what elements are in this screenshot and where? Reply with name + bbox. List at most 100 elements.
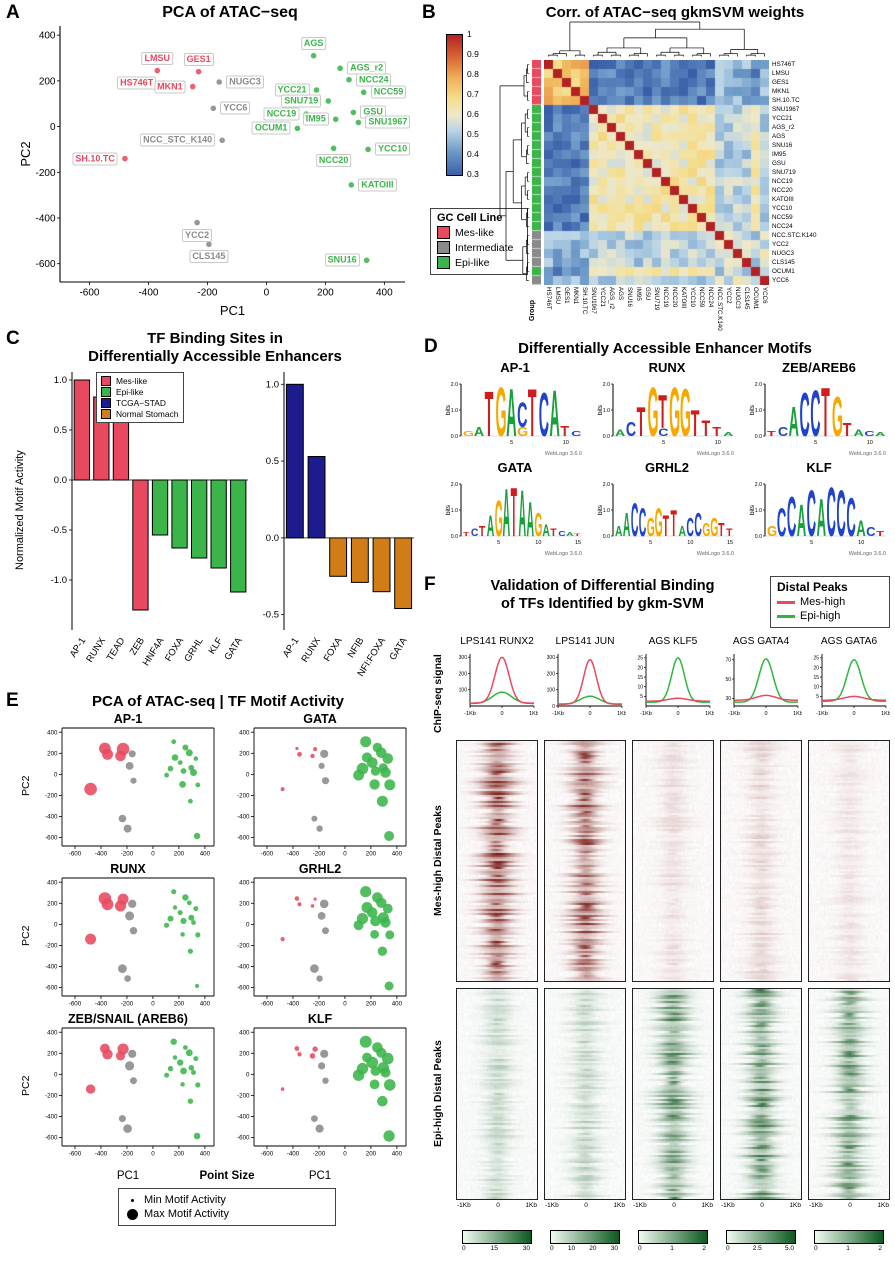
pca-label-GES1: GES1: [183, 52, 214, 66]
pca-point-LMSU: [154, 67, 161, 74]
svg-text:100: 100: [459, 688, 468, 694]
subplot-plot-area: -600 -400 -200 0 200 400 -600 -400 -200 0 200 400: [228, 875, 412, 1014]
svg-text:-600: -600: [69, 1151, 82, 1158]
svg-text:-400: -400: [237, 1114, 250, 1121]
svg-text:0: 0: [552, 704, 555, 710]
panel-label-e: E: [6, 690, 19, 711]
pca-point-MKN1: [310, 753, 315, 759]
epi-signal-curve: [558, 695, 622, 706]
pca-point-YCC2: [311, 815, 318, 822]
motif-logo-GATA: GATA 0.0 1.0 2.0 bits T C T A G A T A A G A T C A T 5 10 15 Web…: [444, 460, 586, 560]
pca-label-MKN1: MKN1: [154, 80, 186, 94]
svg-text:200: 200: [239, 750, 250, 757]
heatmap-row-labels: HS746T LMSU GES1 MKN1 SH.10.TC SNU1967 YCC21 AG…: [772, 60, 816, 285]
svg-text:-200: -200: [313, 1151, 326, 1158]
pca-point-KATOIII: [377, 1095, 388, 1107]
svg-text:400: 400: [47, 729, 58, 736]
svg-text:5: 5: [662, 440, 665, 446]
x-tick: 1Kb: [701, 1202, 713, 1209]
pca-point-SNU16: [383, 1130, 395, 1142]
pca-label-NCC_STC_K140: NCC_STC_K140: [140, 133, 216, 147]
svg-text:1Kb: 1Kb: [617, 711, 626, 717]
mes-high-heatmap: [720, 740, 802, 982]
min-motif-activity-dot: [130, 1198, 134, 1202]
subplot-plot-area: -600 -400 -200 0 200 400 -600 -400 -200 0 200 400: [36, 1025, 220, 1164]
logo-letter-G: G: [463, 430, 474, 438]
pca-point-HS746T: [297, 1052, 302, 1057]
svg-text:20: 20: [637, 665, 643, 671]
pca-point-OCUM1: [164, 772, 170, 778]
pca-point-NCC_STC_K140: [322, 1077, 329, 1084]
logo-letter-A: A: [566, 531, 574, 538]
chip-column-header: LPS141 RUNX2: [460, 636, 534, 647]
subplot-title: RUNX: [110, 862, 146, 876]
motif-activity-bar-chart-tcga: 1.0 0.5 0.0 -0.5 AP-1 RUNX FOXA NFIB NFI:FOXA GAT…: [254, 368, 418, 682]
svg-text:0: 0: [246, 922, 250, 929]
svg-text:PC1: PC1: [220, 303, 245, 318]
heatmap-col-label: AGS_r2: [608, 287, 615, 310]
legend-item-label: Intermediate: [455, 241, 514, 254]
svg-text:1Kb: 1Kb: [529, 711, 538, 717]
pca-point-CLS145: [124, 975, 131, 982]
chip-profile-plot: 100 200 300 -1Kb 0 1Kb: [459, 654, 538, 717]
pca-point-YCC21: [172, 1055, 178, 1060]
pca-point-SNU1967: [190, 769, 197, 776]
pca-point-CLS145: [316, 825, 323, 832]
pca-point-GSU: [188, 1065, 195, 1071]
motif-pca-subplot-GRHL2: GRHL2 -600 -400 -200 0 200 400 -600 -400 -200 0 200…: [228, 862, 412, 1014]
pca-point-SH.10.TC: [280, 787, 285, 792]
pca-label-NCC20: NCC20: [315, 154, 352, 168]
svg-text:-400: -400: [138, 288, 158, 299]
pca-point-NCC24: [376, 897, 387, 908]
svg-text:5: 5: [640, 694, 643, 700]
motif-pca-subplot-ZEB/SNAIL (AREB6): ZEB/SNAIL (AREB6) -600 -400 -200 0 200 400 -600…: [36, 1012, 220, 1164]
motif-logo-ZEB/AREB6: ZEB/AREB6 0.0 1.0 2.0 bits T C A C C T G T A C A 5 10 WebL…: [748, 360, 890, 460]
svg-text:25: 25: [637, 656, 643, 662]
pca-point-AGS: [171, 889, 177, 895]
svg-text:400: 400: [239, 1029, 250, 1036]
pca-point-YCC6: [210, 105, 217, 112]
motif-logo-KLF: KLF 0.0 1.0 2.0 bits G C C A C A C C C A C T 5 10 WebLogo 3…: [748, 460, 890, 560]
svg-text:-1Kb: -1Kb: [552, 711, 564, 717]
pca-label-SNU719: SNU719: [281, 94, 322, 108]
svg-text:2.0: 2.0: [755, 482, 762, 488]
x-tick: 0: [584, 1202, 588, 1209]
mes-high-line-swatch: [777, 600, 795, 604]
pca-point-NCC59: [382, 1052, 394, 1065]
scale-tick: 1: [846, 1245, 850, 1252]
svg-text:50: 50: [725, 677, 731, 683]
epi-high-heatmap: [632, 988, 714, 1200]
pca-point-NCC_STC_K140: [322, 927, 329, 935]
pca-point-NCC19: [167, 1065, 174, 1072]
pca-label-YCC10: YCC10: [375, 142, 411, 156]
logo-letter-A: A: [526, 492, 534, 547]
heatmap-row-label: NCC.STC.K140: [772, 232, 817, 239]
heatmap-col-label: NCC19: [662, 287, 669, 308]
logo-letter-C: C: [539, 379, 549, 449]
pca-point-OCUM1: [353, 920, 364, 931]
panel-label-d: D: [424, 336, 438, 357]
svg-text:-400: -400: [287, 1151, 300, 1158]
heatmap-row-label: YCC6: [772, 277, 789, 284]
point-size-legend-title: Point Size: [199, 1170, 255, 1182]
heatmap-col-label: NCC.STC.K140: [716, 287, 723, 331]
legend-item-label: Mes-like: [455, 226, 495, 239]
bar-label-ZEB: ZEB: [128, 636, 147, 658]
pca-point-SNU719: [325, 98, 332, 104]
legend-item-label: Max Motif Activity: [144, 1208, 229, 1220]
mes-signal-curve: [470, 656, 534, 704]
svg-text:2.0: 2.0: [755, 382, 762, 388]
logo-letter-T: T: [574, 533, 581, 537]
bar-ZEB: [132, 479, 149, 611]
subplot-title: ZEB/SNAIL (AREB6): [68, 1012, 188, 1026]
svg-text:-200: -200: [121, 1001, 134, 1008]
pca-point-NCC_STC_K140: [321, 777, 330, 785]
svg-text:-600: -600: [69, 1001, 82, 1008]
scale-tick: 30: [610, 1245, 618, 1252]
panel-c-y-axis-label: Normalized Motif Activity: [14, 450, 26, 570]
pca-point-NCC59: [193, 1056, 199, 1062]
pca-point-NCC24: [346, 76, 352, 83]
x-tick: 0: [672, 1202, 676, 1209]
svg-text:-400: -400: [287, 1001, 300, 1008]
svg-text:10: 10: [687, 540, 693, 546]
